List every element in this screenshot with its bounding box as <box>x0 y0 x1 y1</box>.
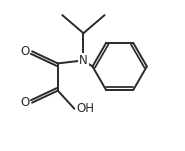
Text: N: N <box>79 54 88 67</box>
Text: O: O <box>20 45 29 58</box>
Text: OH: OH <box>77 102 95 115</box>
Text: O: O <box>20 96 29 109</box>
